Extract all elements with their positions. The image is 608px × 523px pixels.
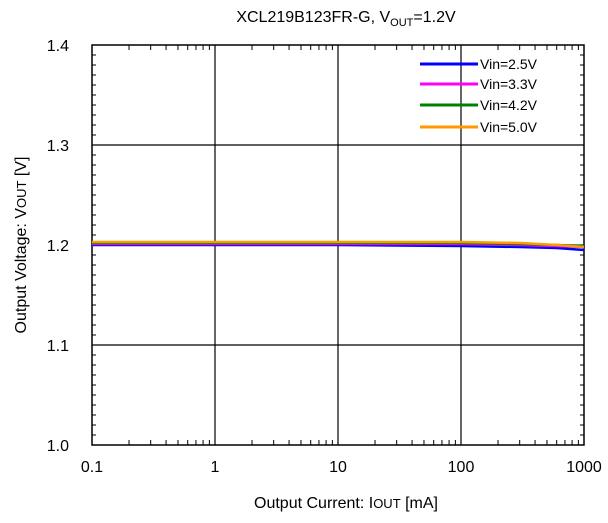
y-tick-label: 1.3 <box>47 138 69 155</box>
x-tick-label: 1 <box>211 459 220 476</box>
chart-title: XCL219B123FR-G, VOUT=1.2V <box>236 9 456 29</box>
legend-label-vin-4-2: Vin=4.2V <box>480 97 538 113</box>
x-tick-labels: 0.1 1 10 100 1000 <box>81 459 602 476</box>
minor-ticks <box>92 45 584 445</box>
y-tick-label: 1.2 <box>47 238 69 255</box>
y-axis-label: Output Voltage: VOUT [V] <box>13 157 30 334</box>
x-tick-label: 10 <box>329 459 347 476</box>
x-tick-label: 100 <box>448 459 475 476</box>
x-tick-label: 1000 <box>566 459 602 476</box>
legend: Vin=2.5V Vin=3.3V Vin=4.2V Vin=5.0V <box>420 56 538 135</box>
x-tick-label: 0.1 <box>81 459 103 476</box>
y-tick-label: 1.1 <box>47 338 69 355</box>
legend-label-vin-2-5: Vin=2.5V <box>480 56 538 72</box>
legend-label-vin-3-3: Vin=3.3V <box>480 76 538 92</box>
legend-label-vin-5-0: Vin=5.0V <box>480 119 538 135</box>
y-tick-labels: 1.0 1.1 1.2 1.3 1.4 <box>47 38 69 455</box>
series-line-vin-5-0v <box>92 240 585 249</box>
series-layer <box>92 240 585 252</box>
x-axis-label: Output Current: IOUT [mA] <box>254 495 438 512</box>
y-tick-label: 1.4 <box>47 38 69 55</box>
y-tick-label: 1.0 <box>47 438 69 455</box>
